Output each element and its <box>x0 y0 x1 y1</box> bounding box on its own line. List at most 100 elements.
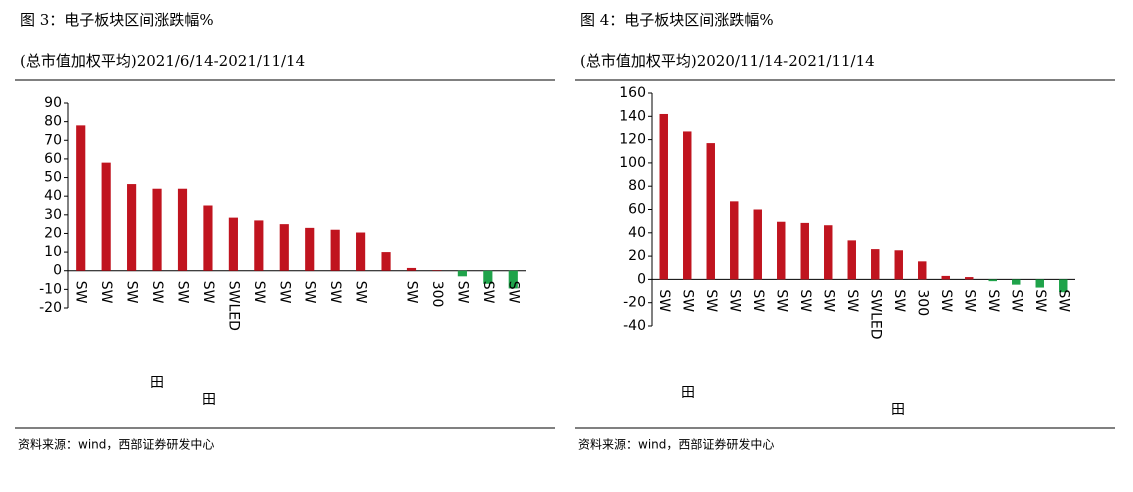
x-tick-label: SW <box>73 281 89 304</box>
bar <box>1059 279 1068 293</box>
y-tick-label: 40 <box>44 188 62 204</box>
y-tick-label: 160 <box>619 85 646 101</box>
chart-title: 图 4：电子板块区间涨跌幅% <box>580 11 774 29</box>
x-tick-label: SW <box>656 289 672 312</box>
y-tick-label: 40 <box>628 225 646 241</box>
x-tick-label: SW <box>454 281 470 304</box>
chart-title: 图 3：电子板块区间涨跌幅% <box>20 11 214 29</box>
bar <box>847 240 856 280</box>
bar <box>871 249 880 280</box>
bar <box>279 224 289 271</box>
x-tick-label: SW <box>703 289 719 312</box>
bar <box>76 125 86 271</box>
y-tick-label: 120 <box>619 132 646 148</box>
x-tick-label: SW <box>404 281 420 304</box>
x-tick-label: SW <box>985 289 1001 312</box>
annotation: 田 <box>150 375 164 391</box>
x-tick-label: SW <box>98 281 114 304</box>
x-tick-label: SW <box>891 289 907 312</box>
bar <box>330 229 340 271</box>
x-tick-label: SW <box>251 281 267 304</box>
x-tick-label: SW <box>961 289 977 312</box>
source-note: 资料来源：wind，西部证券研发中心 <box>18 437 214 452</box>
y-tick-label: 10 <box>44 244 62 260</box>
x-tick-label: SW <box>353 281 369 304</box>
bar <box>254 220 264 271</box>
y-tick-label: 50 <box>44 170 62 186</box>
bar <box>894 250 903 280</box>
y-tick-label: 20 <box>44 225 62 241</box>
y-tick-label: 60 <box>628 202 646 218</box>
x-tick-label: 300 <box>429 281 445 308</box>
x-tick-label: SW <box>1055 289 1071 312</box>
bar <box>1035 279 1044 288</box>
y-tick-label: 100 <box>619 155 646 171</box>
bar <box>177 188 188 271</box>
x-tick-label: SW <box>200 281 216 304</box>
y-tick-label: 0 <box>53 263 62 279</box>
bar <box>101 162 111 271</box>
x-tick-label: SW <box>505 281 521 304</box>
bar <box>683 131 692 280</box>
bar <box>305 227 315 271</box>
bar <box>941 275 950 280</box>
bar <box>659 113 668 280</box>
x-tick-label: SW <box>844 289 860 312</box>
x-tick-label: SW <box>938 289 954 312</box>
x-tick-label: SW <box>773 289 789 312</box>
x-tick-label: SW <box>726 289 742 312</box>
x-tick-label: SWLED <box>867 289 883 339</box>
bar <box>753 209 762 280</box>
y-tick-label: -20 <box>39 300 62 316</box>
x-tick-label: SW <box>820 289 836 312</box>
bar <box>988 279 997 282</box>
bar <box>1012 279 1021 285</box>
x-tick-label: SW <box>750 289 766 312</box>
bar <box>127 184 137 271</box>
x-tick-label: SW <box>149 281 165 304</box>
x-tick-label: SW <box>679 289 695 312</box>
x-tick-label: SW <box>276 281 292 304</box>
bar <box>730 201 739 280</box>
annotation: 田 <box>891 402 905 418</box>
y-tick-label: 70 <box>44 132 62 148</box>
y-tick-label: 90 <box>44 95 62 111</box>
x-tick-label: SW <box>1032 289 1048 312</box>
annotation: 田 <box>681 385 695 401</box>
bar <box>432 270 442 271</box>
bar <box>381 252 391 271</box>
bar <box>706 143 715 280</box>
source-note: 资料来源：wind，西部证券研发中心 <box>578 437 774 452</box>
y-tick-label: -20 <box>623 295 646 311</box>
y-tick-label: 140 <box>619 108 646 124</box>
bar <box>508 270 518 289</box>
x-tick-label: 300 <box>914 289 930 316</box>
y-tick-label: 30 <box>44 207 62 223</box>
bar <box>356 232 366 271</box>
x-tick-label: SW <box>327 281 343 304</box>
bar <box>406 267 417 271</box>
y-tick-label: 60 <box>44 151 62 167</box>
bar <box>800 222 809 280</box>
bar <box>457 270 467 277</box>
bar <box>918 261 927 280</box>
y-tick-label: 20 <box>628 248 646 264</box>
x-tick-label: SW <box>302 281 318 304</box>
bar <box>228 217 238 271</box>
y-tick-label: 80 <box>628 178 646 194</box>
chart-subtitle: (总市值加权平均)2021/6/14-2021/11/14 <box>20 52 305 70</box>
x-tick-label: SWLED <box>225 281 241 331</box>
bar <box>203 205 213 271</box>
x-tick-label: SW <box>1008 289 1024 312</box>
x-tick-label: SW <box>124 281 140 304</box>
annotation: 田 <box>202 392 216 408</box>
y-tick-label: 0 <box>637 271 646 287</box>
x-tick-label: SW <box>480 281 496 304</box>
x-tick-label: SW <box>175 281 191 304</box>
bar <box>152 188 162 271</box>
bar <box>824 225 833 280</box>
chart-subtitle: (总市值加权平均)2020/11/14-2021/11/14 <box>580 52 875 70</box>
x-tick-label: SW <box>797 289 813 312</box>
y-tick-label: -10 <box>39 281 62 297</box>
